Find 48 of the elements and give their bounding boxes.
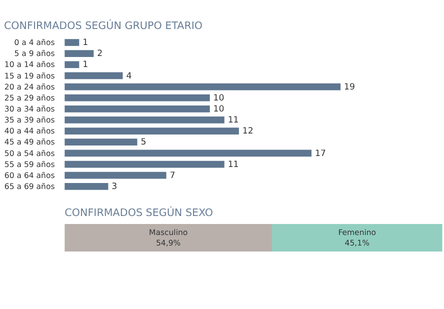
data-label: 1 bbox=[82, 38, 88, 48]
y-tick-label: 5 a 9 años bbox=[14, 49, 55, 58]
bar bbox=[64, 172, 166, 179]
y-tick-label: 15 a 19 años bbox=[4, 71, 55, 80]
bar bbox=[64, 39, 80, 46]
y-tick-label: 30 a 34 años bbox=[4, 104, 55, 114]
series-label: Femenino bbox=[338, 228, 376, 238]
bar bbox=[64, 61, 80, 68]
data-label: 11 bbox=[228, 160, 239, 170]
bar bbox=[64, 128, 239, 134]
bar bbox=[64, 94, 210, 102]
data-label: 11 bbox=[228, 116, 239, 126]
chart-title: CONFIRMADOS SEGÚN SEXO bbox=[64, 206, 214, 220]
y-tick-label: 65 a 69 años bbox=[4, 182, 55, 191]
bar bbox=[64, 72, 123, 80]
series-label: Masculino bbox=[149, 228, 188, 238]
data-label: 5 bbox=[140, 138, 146, 148]
data-label: 45,1% bbox=[344, 238, 370, 248]
bar bbox=[64, 116, 224, 124]
y-tick-label: 50 a 54 años bbox=[4, 148, 55, 158]
y-tick-label: 55 a 59 años bbox=[4, 160, 55, 169]
data-label: 3 bbox=[112, 182, 118, 192]
data-label: 17 bbox=[314, 148, 326, 159]
chart-title: CONFIRMADOS SEGÚN GRUPO ETARIO bbox=[4, 19, 203, 32]
y-tick-label: 10 a 14 años bbox=[4, 60, 55, 70]
data-label: 54,9% bbox=[156, 238, 181, 248]
y-tick-label: 20 a 24 años bbox=[4, 82, 55, 92]
bar bbox=[64, 83, 341, 90]
data-label: 19 bbox=[344, 82, 355, 92]
bar bbox=[64, 138, 138, 146]
y-tick-label: 25 a 29 años bbox=[4, 93, 55, 102]
bar bbox=[64, 105, 210, 112]
data-label: 10 bbox=[213, 93, 224, 104]
data-label: 1 bbox=[82, 60, 88, 70]
y-tick-label: 35 a 39 años bbox=[4, 116, 55, 125]
data-label: 2 bbox=[97, 49, 103, 60]
y-tick-label: 45 a 49 años bbox=[4, 138, 55, 147]
y-tick-label: 0 a 4 años bbox=[14, 38, 55, 48]
y-tick-label: 60 a 64 años bbox=[4, 170, 55, 180]
data-label: 7 bbox=[170, 170, 176, 181]
bar bbox=[64, 150, 312, 157]
y-tick-label: 40 a 44 años bbox=[4, 126, 55, 136]
bar bbox=[64, 50, 94, 57]
bar bbox=[64, 182, 108, 190]
bar bbox=[64, 160, 224, 168]
data-label: 10 bbox=[213, 104, 224, 114]
data-label: 12 bbox=[242, 126, 254, 137]
data-label: 4 bbox=[126, 71, 132, 82]
